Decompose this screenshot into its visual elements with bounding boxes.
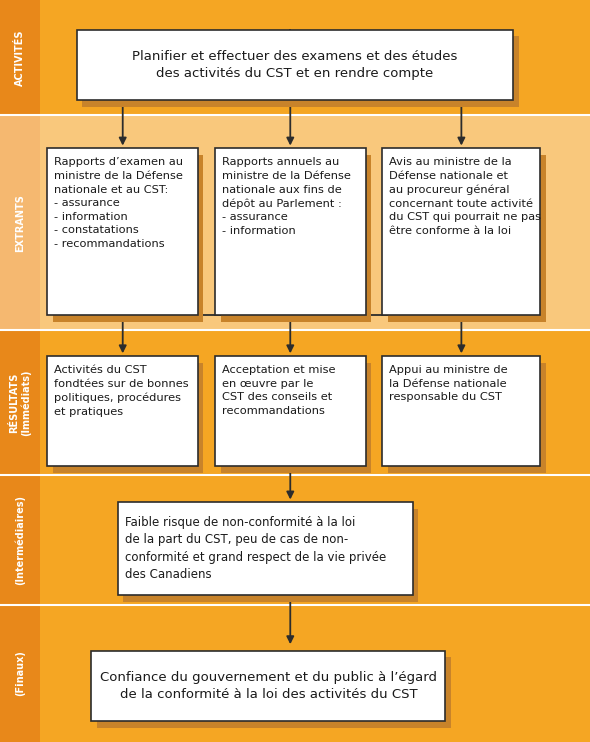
Text: Avis au ministre de la
Défense nationale et
au procureur général
concernant tout: Avis au ministre de la Défense nationale… [389,157,542,236]
Text: Appui au ministre de
la Défense nationale
responsable du CST: Appui au ministre de la Défense national… [389,365,508,402]
Bar [215,148,366,315]
Bar [53,155,203,322]
Text: EXTRANTS: EXTRANTS [15,194,25,252]
Bar [40,605,590,742]
Bar [221,155,371,322]
Bar [47,148,198,315]
Bar [97,657,451,728]
Bar [388,155,546,322]
Bar [382,148,540,315]
Bar [82,36,519,107]
Text: RÉSULTATS
(Immédiats): RÉSULTATS (Immédiats) [9,370,31,436]
Bar [0,330,40,475]
Bar [118,502,413,595]
Text: ACTIVITÉS: ACTIVITÉS [15,29,25,86]
Bar [40,0,590,115]
Bar [221,363,371,473]
Bar [0,115,40,330]
Bar [40,330,590,475]
Text: Planifier et effectuer des examens et des études
des activités du CST et en rend: Planifier et effectuer des examens et de… [132,50,458,80]
Bar [91,651,445,721]
Bar [40,475,590,605]
Bar [215,356,366,466]
Bar [123,509,418,602]
Text: Activités du CST
fondtées sur de bonnes
politiques, procédures
et pratiques: Activités du CST fondtées sur de bonnes … [54,365,189,416]
Bar [0,0,40,115]
Text: (Intermédiaires): (Intermédiaires) [15,495,25,585]
Bar [47,356,198,466]
Bar [382,356,540,466]
Bar [0,475,40,605]
Text: Rapports annuels au
ministre de la Défense
nationale aux fins de
dépôt au Parlem: Rapports annuels au ministre de la Défen… [222,157,351,236]
Bar [388,363,546,473]
Text: (Finaux): (Finaux) [15,651,25,696]
Text: Acceptation et mise
en œuvre par le
CST des conseils et
recommandations: Acceptation et mise en œuvre par le CST … [222,365,336,416]
Bar [0,605,40,742]
Bar [77,30,513,100]
Text: Rapports d’examen au
ministre de la Défense
nationale et au CST:
- assurance
- i: Rapports d’examen au ministre de la Défe… [54,157,183,249]
Bar [40,115,590,330]
Text: Confiance du gouvernement et du public à l’égard
de la conformité à la loi des a: Confiance du gouvernement et du public à… [100,671,437,701]
Text: Faible risque de non-conformité à la loi
de la part du CST, peu de cas de non-
c: Faible risque de non-conformité à la loi… [125,516,386,582]
Bar [53,363,203,473]
